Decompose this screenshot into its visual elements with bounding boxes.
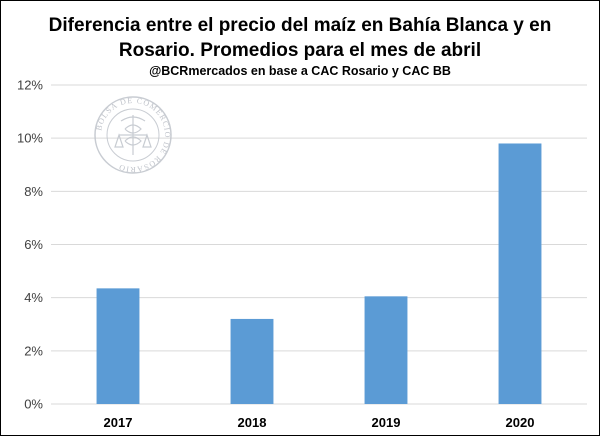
bar-2020 [498,143,542,404]
y-axis-ticks: 0% 2% 4% 6% 8% 10% 12% [17,78,43,412]
x-tick-label: 2019 [372,415,401,430]
chart-title-line1: Diferencia entre el precio del maíz en B… [49,15,552,36]
bar-2018 [230,318,274,404]
y-tick-label: 2% [24,343,43,358]
chart-subtitle: @BCRmercados en base a CAC Rosario y CAC… [149,64,451,78]
y-tick-label: 0% [24,397,43,412]
x-tick-label: 2017 [104,415,133,430]
caduceus-icon [114,115,152,155]
y-tick-label: 6% [24,237,43,252]
y-tick-label: 10% [17,131,43,146]
bar-2017 [96,288,140,404]
x-tick-label: 2020 [506,415,535,430]
gridlines [51,84,587,405]
x-tick-label: 2018 [238,415,267,430]
x-axis-ticks: 2017 2018 2019 2020 [104,415,535,430]
y-tick-label: 12% [17,78,43,93]
y-tick-label: 8% [24,184,43,199]
bcr-seal-watermark: BOLSA DE COMERCIO DE ROSARIO [94,96,172,174]
bar-2019 [364,296,408,404]
y-tick-label: 4% [24,290,43,305]
bars [96,143,542,404]
chart-title-line2: Rosario. Promedios para el mes de abril [119,40,481,61]
